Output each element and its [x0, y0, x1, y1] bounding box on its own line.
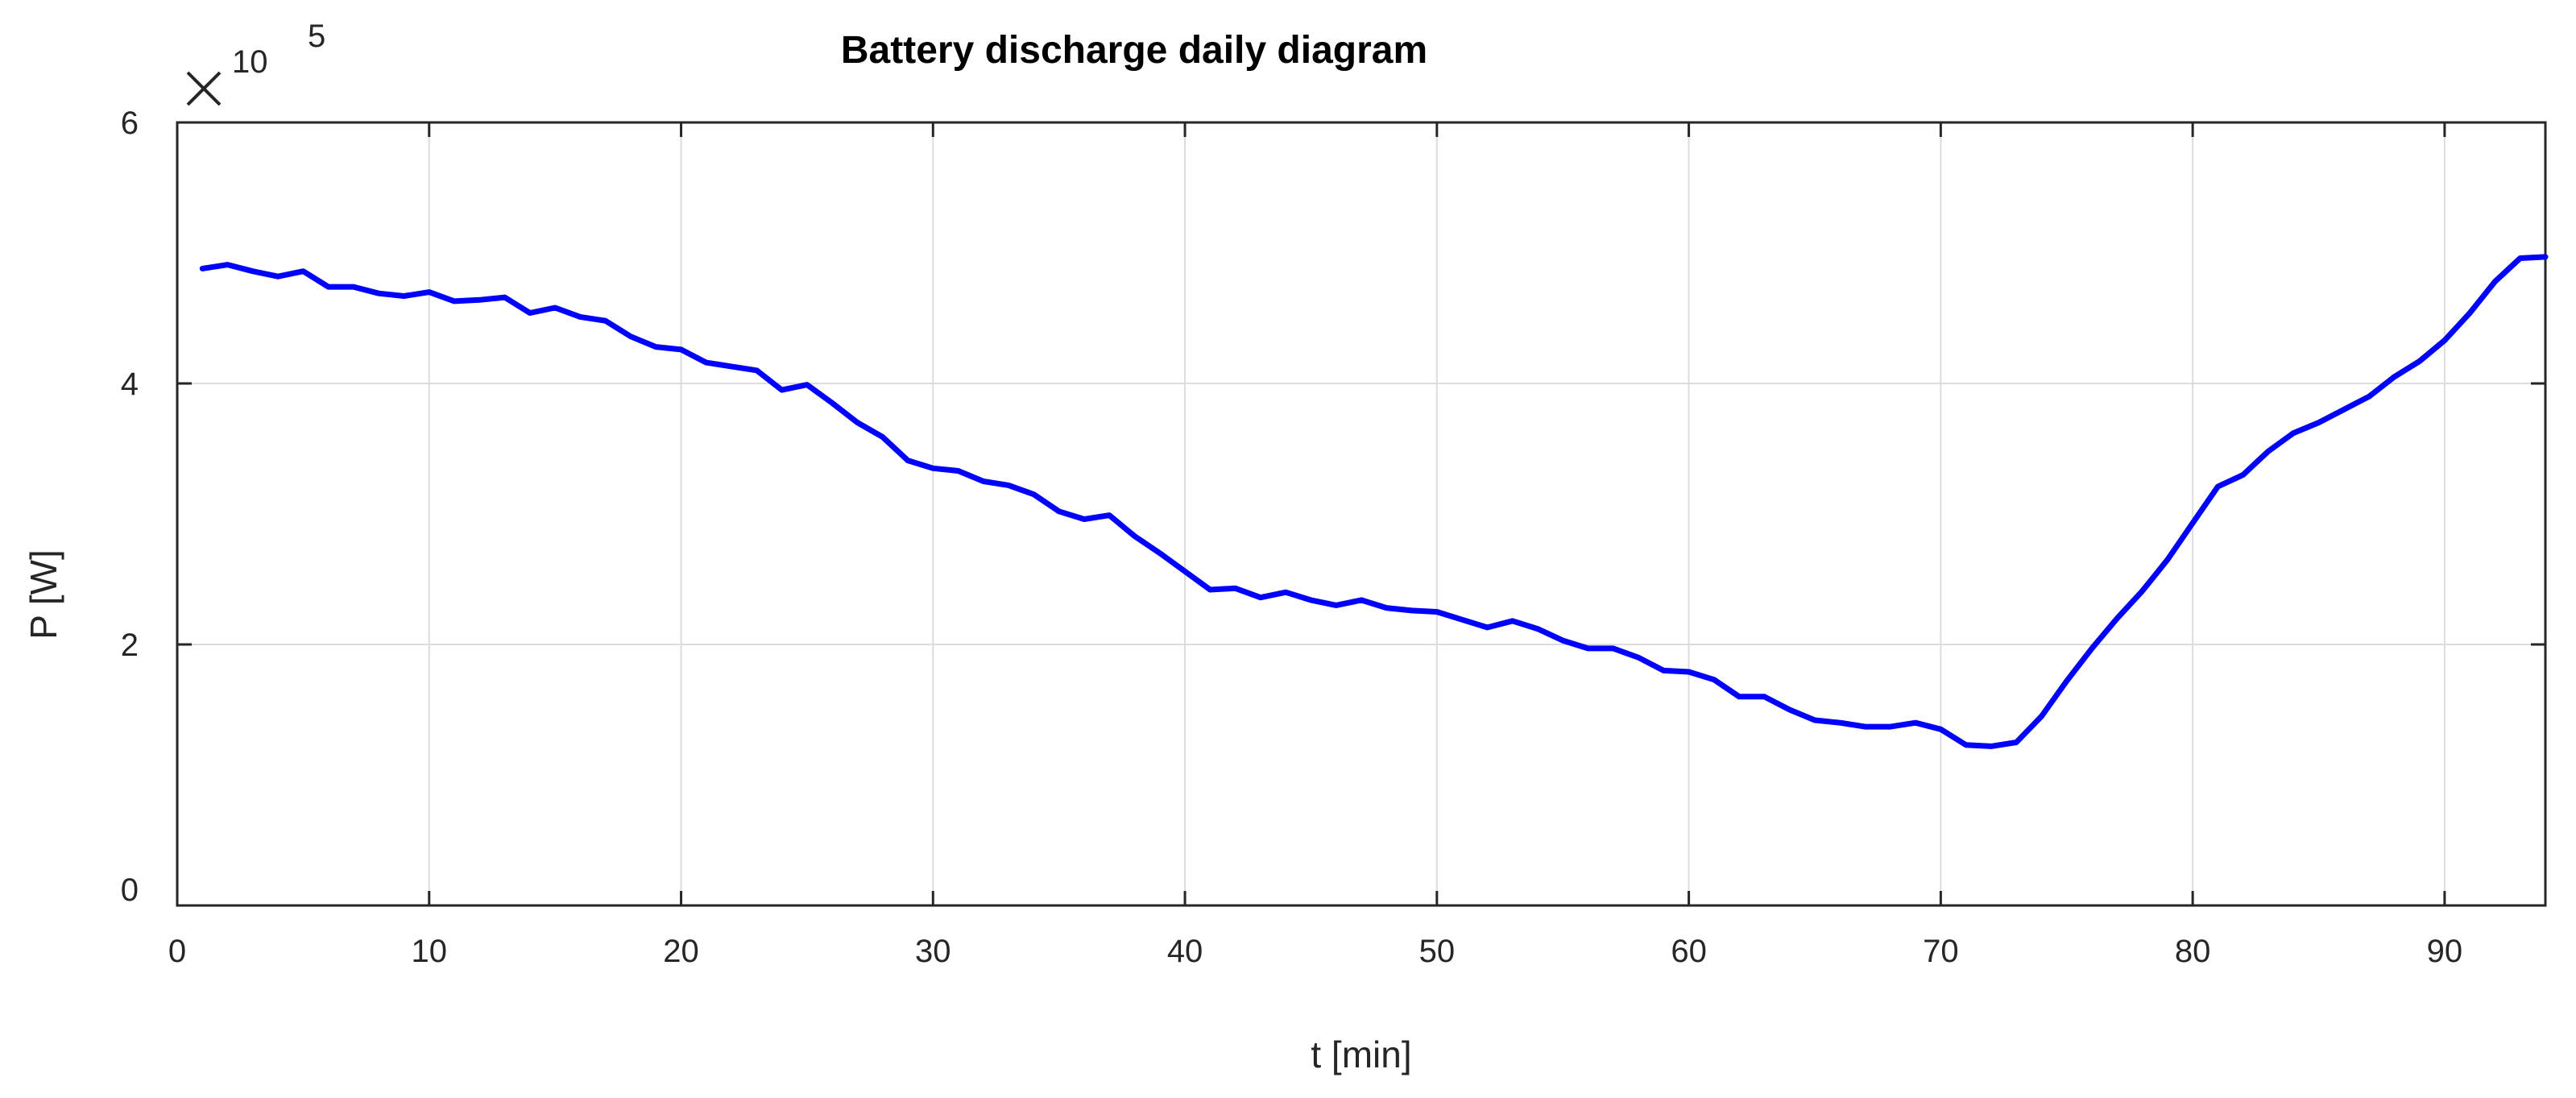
x-tick-label: 60 [1671, 934, 1707, 969]
x-tick-label: 80 [2175, 934, 2211, 969]
x-axis-label: t [min] [1311, 1034, 1411, 1075]
axis-ticks: 0 10 20 30 40 50 60 70 80 90 0 2 4 6 [121, 106, 2545, 969]
series-line-0 [199, 254, 2549, 749]
x-tick-label: 70 [1923, 934, 1959, 969]
x-tick-label: 50 [1419, 934, 1456, 969]
times-icon [186, 71, 222, 106]
x-tick-label: 20 [663, 934, 699, 969]
exponent-base: 10 [232, 44, 268, 80]
y-axis-label: P [W] [23, 549, 64, 640]
series-layer [199, 254, 2549, 749]
exponent-power: 5 [308, 19, 325, 54]
y-tick-label: 4 [121, 367, 139, 402]
grid-lines [177, 122, 2545, 905]
y-tick-label: 0 [121, 872, 139, 908]
x-tick-label: 30 [915, 934, 951, 969]
x-tick-label: 0 [168, 934, 186, 969]
plot-area-frame [176, 121, 2547, 907]
y-tick-label: 6 [121, 106, 139, 141]
chart-title: Battery discharge daily diagram [841, 29, 1427, 72]
y-tick-label: 2 [121, 628, 139, 663]
x-tick-label: 10 [412, 934, 448, 969]
x-tick-label: 40 [1167, 934, 1203, 969]
y-axis-exponent: 10 5 [186, 19, 325, 106]
x-tick-label: 90 [2427, 934, 2463, 969]
